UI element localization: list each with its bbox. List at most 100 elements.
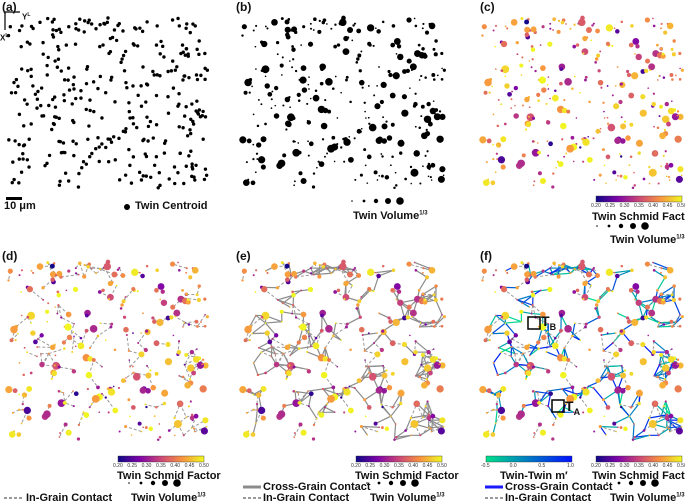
twin-point [144, 174, 148, 178]
twin-point [171, 59, 175, 63]
twin-point [285, 277, 290, 282]
twin-point [671, 325, 674, 328]
twin-point [248, 91, 251, 94]
twin-point [353, 266, 357, 269]
twin-point [146, 139, 150, 143]
twin-point [595, 273, 600, 278]
twin-point [497, 156, 506, 164]
twin-point [104, 145, 108, 150]
twin-point [619, 426, 623, 430]
twin-point [140, 332, 142, 334]
twin-point [500, 315, 504, 319]
twin-point [492, 274, 495, 277]
twin-point [656, 43, 659, 47]
twin-point [254, 422, 257, 425]
twin-point [309, 27, 313, 30]
twin-point [180, 43, 185, 47]
twin-point [594, 57, 599, 61]
cross-grain-contact-edge [418, 277, 428, 291]
twin-point [299, 323, 307, 331]
twin-point [439, 166, 446, 173]
twin-point [13, 90, 18, 95]
twin-point [556, 274, 561, 279]
twin-point [155, 24, 159, 28]
twin-point [46, 55, 50, 60]
schmid-legend-c: Twin Schmid Factor [592, 211, 685, 223]
twin-point [84, 107, 88, 112]
cross-grain-contact-edge [572, 335, 581, 341]
twin-point [63, 422, 68, 427]
twin-point [72, 390, 74, 392]
twin-point [552, 261, 556, 266]
twin-point [197, 284, 201, 288]
twin-point [433, 361, 441, 369]
cross-grain-contact-edge [547, 388, 563, 392]
twin-point [271, 338, 274, 340]
in-grain-contact-edge [658, 322, 673, 327]
twin-point [606, 122, 610, 125]
twin-point [301, 87, 308, 93]
twin-point [12, 80, 16, 85]
twin-point [510, 346, 513, 349]
twin-point [584, 78, 587, 82]
twin-point [109, 140, 114, 144]
twin-point [176, 171, 180, 175]
in-grain-legend-f: In-Grain Contact [505, 492, 592, 504]
twin-point [62, 78, 67, 82]
twin-point [251, 332, 253, 335]
twin-point [483, 338, 488, 343]
twin-point [29, 371, 33, 375]
twin-point [297, 99, 301, 102]
twin-point [486, 388, 492, 394]
twin-point [111, 135, 116, 139]
twin-point [666, 22, 674, 30]
twin-point [401, 94, 407, 100]
cross-grain-contact-edge [361, 425, 380, 428]
twin-point [141, 138, 145, 143]
twin-point [194, 109, 198, 113]
twin-point [144, 403, 147, 406]
twin-point [327, 358, 332, 362]
twin-point [524, 377, 528, 380]
twin-point [51, 28, 55, 32]
twin-point [49, 263, 55, 269]
twin-point [181, 288, 184, 292]
cross-grain-contact-edge [665, 401, 672, 417]
twin-point [426, 400, 429, 403]
twin-point [292, 399, 301, 407]
twin-point [432, 47, 436, 51]
cross-grain-contact-edge [542, 270, 554, 276]
twin-point [155, 73, 159, 77]
twin-point [355, 307, 359, 310]
in-grain-contact-edge [572, 326, 586, 337]
twin-point [657, 182, 660, 185]
twin-point [497, 346, 500, 349]
twin-point [77, 171, 81, 176]
twin-point [144, 154, 149, 159]
twin-point [183, 321, 185, 324]
in-grain-contact-edge [183, 427, 193, 436]
twin-point [594, 307, 597, 310]
twin-point [401, 358, 409, 366]
cross-grain-contact-edge [563, 406, 574, 413]
in-grain-contact-edge [362, 334, 366, 351]
twin-point [648, 416, 651, 420]
twin-point [273, 113, 280, 119]
twin-point [318, 412, 325, 418]
twin-point [20, 291, 23, 293]
in-grain-contact-edge [600, 372, 609, 379]
mprime-colorbar [485, 455, 573, 463]
twin-point [410, 434, 413, 437]
twin-point [599, 296, 602, 298]
twin-point [603, 117, 606, 119]
twin-point [510, 355, 512, 358]
twin-point [120, 378, 126, 384]
twin-point [521, 56, 524, 59]
twin-point [57, 139, 61, 144]
twin-point [74, 22, 78, 26]
twin-point [360, 377, 363, 379]
twin-point [549, 345, 551, 348]
volume-legend-marker [630, 223, 636, 229]
twin-point [185, 292, 188, 296]
twin-point [354, 178, 357, 181]
